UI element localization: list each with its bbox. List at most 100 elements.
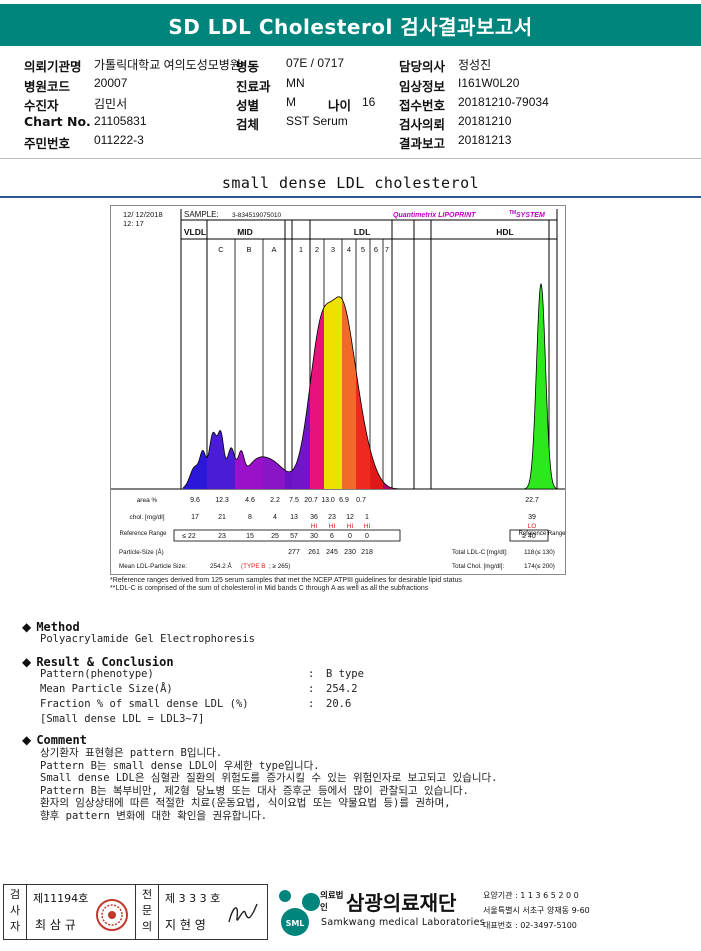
chol-hdl: 39 bbox=[528, 514, 536, 521]
reference-value: 23 bbox=[218, 533, 226, 540]
total-ldl-value: 118 bbox=[524, 549, 535, 556]
curve-fill-segment bbox=[342, 299, 356, 489]
comment-line: Pattern B는 small dense LDL이 우세한 type입니다. bbox=[40, 759, 320, 772]
curve-fill-segment bbox=[324, 296, 342, 489]
group-hdl: HDL bbox=[496, 227, 513, 237]
group-ldl: LDL bbox=[354, 227, 371, 237]
specialist-label-cell bbox=[135, 884, 159, 940]
result-label: Fraction % of small dense LDL (%) bbox=[40, 698, 249, 710]
org-address: 서울특별시 서초구 양재동 9-60 bbox=[483, 906, 590, 915]
org-name: 삼광의료재단 bbox=[346, 891, 457, 915]
footer: 검사자 제11194호 최 삼 규 전문의 제 3 3 3 호 지 현 영 SM… bbox=[3, 884, 699, 944]
info-label: 결과보고 bbox=[399, 136, 446, 151]
band-label: 3 bbox=[331, 245, 335, 254]
type-label: (TYPE B bbox=[241, 563, 266, 570]
comment-line: 환자의 임상상태에 따른 적절한 치료(운동요법, 식이요법 또는 약물요법 등… bbox=[40, 797, 451, 809]
chol-value: 21 bbox=[218, 514, 226, 521]
result-separator: : bbox=[308, 683, 315, 695]
info-value: M bbox=[286, 95, 296, 109]
report-title: SD LDL Cholesterol 검사결과보고서 bbox=[0, 4, 701, 46]
sml-logo-icon: SML bbox=[279, 890, 320, 936]
section-underline bbox=[0, 196, 701, 198]
type-ref: ; ≥ 265) bbox=[269, 563, 290, 570]
info-label: 병원코드 bbox=[24, 79, 71, 94]
result-value: 254.2 bbox=[326, 683, 358, 695]
result-separator: : bbox=[308, 668, 315, 680]
org-type: 의료법인 bbox=[320, 891, 344, 913]
area-value: 0.7 bbox=[356, 497, 366, 504]
result-note: [Small dense LDL = LDL3~7] bbox=[40, 713, 205, 725]
inspector-name: 최 삼 규 bbox=[35, 918, 76, 932]
band-label: 7 bbox=[385, 245, 389, 254]
info-value: 21105831 bbox=[94, 114, 147, 128]
comment-section: ◆ Comment bbox=[22, 729, 87, 748]
reference-value: 6 bbox=[330, 533, 334, 540]
particle-size-value: 230 bbox=[344, 549, 356, 556]
info-value: I161W0L20 bbox=[458, 76, 520, 90]
reference-value: ≤ 22 bbox=[182, 533, 196, 540]
area-value: 13.0 bbox=[321, 497, 335, 504]
curve-outline bbox=[182, 296, 411, 490]
reference-value: 57 bbox=[290, 533, 298, 540]
sample-label: SAMPLE: bbox=[184, 210, 219, 219]
info-value: 07E / 0717 bbox=[286, 56, 345, 70]
info-value: 김민서 bbox=[94, 97, 128, 111]
info-label: 검사의뢰 bbox=[399, 117, 446, 132]
chol-value: 8 bbox=[248, 514, 252, 521]
curve-fill-segment bbox=[285, 470, 292, 489]
chart-date: 12/ 12/2018 bbox=[123, 210, 163, 219]
info-label: 검체 bbox=[236, 117, 260, 132]
result-heading: Result & Conclusion bbox=[36, 655, 174, 669]
org-code: 요양기관 : 1 1 3 6 5 2 0 0 bbox=[483, 891, 579, 900]
area-hdl: 22.7 bbox=[525, 497, 539, 504]
section-title: small dense LDL cholesterol bbox=[221, 174, 480, 192]
area-value: 20.7 bbox=[304, 497, 318, 504]
inspector-label-cell bbox=[3, 884, 27, 940]
chart-note-2: **LDL-C is comprised of the sum of chole… bbox=[110, 585, 429, 592]
area-value: 6.9 bbox=[339, 497, 349, 504]
band-label: A bbox=[271, 245, 276, 254]
method-section: ◆ Method bbox=[22, 616, 80, 635]
info-label: 임상정보 bbox=[399, 79, 446, 94]
group-mid: MID bbox=[237, 227, 253, 237]
reference-box bbox=[173, 529, 401, 542]
chart-time: 12: 17 bbox=[123, 219, 144, 228]
row-label-chol: chol. [mg/dl] bbox=[129, 514, 164, 521]
info-label: 수진자 bbox=[24, 98, 59, 113]
total-ldl-ref: (≤ 130) bbox=[535, 549, 555, 556]
chart-note-1: *Reference ranges derived from 125 serum… bbox=[110, 577, 462, 584]
result-value: B type bbox=[326, 668, 364, 680]
row-label-particle: Particle-Size (Å) bbox=[119, 549, 164, 556]
info-value: 20007 bbox=[94, 76, 128, 90]
curve-fill-segment bbox=[235, 450, 263, 489]
info-value: 정성진 bbox=[458, 58, 492, 72]
official-seal-icon bbox=[96, 899, 128, 931]
diamond-bullet-icon: ◆ bbox=[22, 655, 32, 669]
chol-value: 12 bbox=[346, 514, 354, 521]
curve-fill-segment bbox=[356, 370, 370, 489]
area-value: 12.3 bbox=[215, 497, 229, 504]
band-label: 2 bbox=[315, 245, 319, 254]
system-tm: TM bbox=[509, 210, 516, 216]
diamond-bullet-icon: ◆ bbox=[22, 620, 32, 634]
lo-flag: LO bbox=[528, 523, 537, 530]
chol-value: 36 bbox=[310, 514, 318, 521]
method-heading: Method bbox=[36, 620, 80, 634]
info-value: 가톨릭대학교 여의도성모병원 bbox=[94, 58, 241, 72]
chol-value: 23 bbox=[328, 514, 336, 521]
reference-value: 30 bbox=[310, 533, 318, 540]
reference-value: 15 bbox=[246, 533, 254, 540]
info-label: 접수번호 bbox=[399, 98, 446, 113]
hi-flag: HI bbox=[329, 523, 336, 530]
row-label-ref: Reference Range bbox=[119, 531, 167, 537]
info-label: 진료과 bbox=[236, 79, 271, 94]
chol-value: 13 bbox=[290, 514, 298, 521]
comment-line: Small dense LDL은 심혈관 질환의 위험도를 증가시킬 수 있는 … bbox=[40, 772, 498, 784]
hi-flag: HI bbox=[311, 523, 318, 530]
band-label: 5 bbox=[361, 245, 365, 254]
comment-heading: Comment bbox=[36, 733, 87, 747]
area-value: 4.6 bbox=[245, 497, 255, 504]
curve-fill-segment bbox=[207, 430, 235, 489]
group-vldl: VLDL bbox=[184, 227, 206, 237]
specialist-label: 전문의 bbox=[141, 888, 153, 933]
